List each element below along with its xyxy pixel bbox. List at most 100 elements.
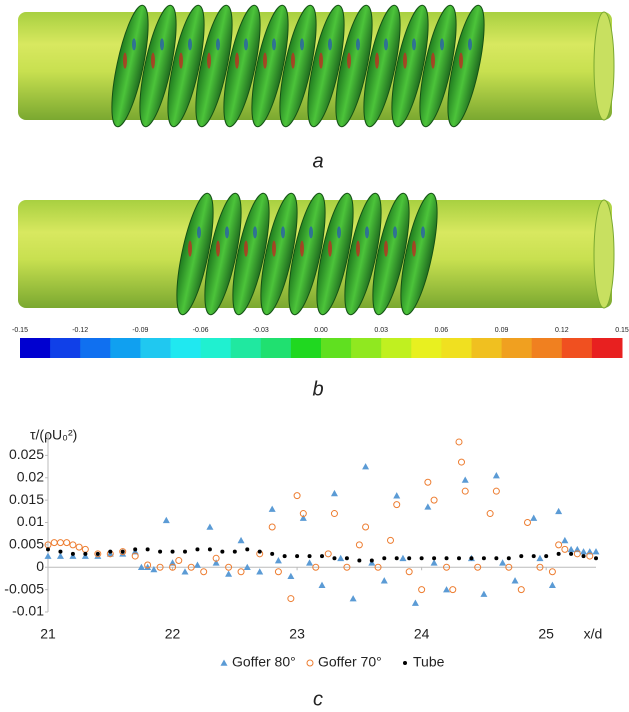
marker [330,510,338,518]
marker [245,547,250,552]
tube-rib [372,192,410,316]
rib-spot [300,240,304,257]
rib-spot [337,226,341,239]
legend-label: Goffer 80° [232,654,296,670]
tube-rib [251,4,289,128]
marker [320,554,324,559]
marker [411,599,419,606]
marker [95,551,100,556]
colorbar-tick-label: 0.12 [555,327,569,334]
tube-end [593,11,615,121]
rib-spot [272,38,276,51]
marker [531,554,536,559]
marker [312,563,320,571]
colorbar-swatch [441,338,472,358]
rib-spot [347,52,351,69]
rib-spot [384,240,388,257]
marker [232,549,237,554]
marker [206,523,214,530]
marker [50,539,58,547]
marker [212,559,220,566]
colorbar-tick-label: 0.09 [495,327,509,334]
marker [56,552,64,559]
rib-spot [179,52,183,69]
marker [332,556,337,561]
colorbar-swatch [561,338,593,358]
marker [573,550,581,558]
marker [257,549,262,554]
rib-spot [421,226,425,239]
marker [162,516,170,524]
colorbar-swatch [351,338,382,358]
marker [75,543,83,551]
marker [594,556,598,561]
marker [337,554,345,562]
x-tick-label: 24 [414,626,430,642]
marker [170,549,175,554]
marker [212,554,220,562]
y-axis-label: τ/(ρU₀²) [30,427,77,443]
marker [418,586,426,594]
x-tick-label: 22 [165,626,181,642]
marker [399,554,407,562]
marker [344,556,349,561]
tube-rib [344,192,382,316]
marker [225,570,233,577]
colorbar-tick-label: -0.06 [193,327,209,334]
tube-rib [316,192,354,316]
marker [548,581,556,588]
marker [443,586,451,593]
colorbar-swatch [290,338,322,358]
tube-rib [232,192,270,316]
marker [63,539,71,547]
marker [580,548,588,555]
colorbar-swatch [80,338,111,358]
tube-rib [363,4,401,128]
colorbar-swatch [411,338,442,358]
y-tick-label: 0.02 [17,468,44,484]
marker [225,563,233,571]
legend-marker [306,659,314,667]
marker [492,487,500,495]
tube-rib [139,4,177,128]
x-tick-label: 21 [40,626,56,642]
marker [293,492,301,500]
marker [499,559,507,566]
marker [287,595,295,603]
marker [393,492,401,499]
marker [405,568,413,576]
marker [145,547,150,552]
tube-rib [260,192,298,316]
marker [133,547,138,552]
marker [70,551,75,556]
marker [69,541,77,549]
tube-rib [111,4,149,128]
marker [480,590,488,597]
marker [175,557,183,565]
colorbar-swatch [50,338,81,358]
marker [455,438,463,446]
marker [131,552,139,560]
colorbar-tick-label: 0.00 [314,327,328,334]
tube-rib [400,192,438,316]
rib-spot [216,240,220,257]
marker [544,554,549,559]
marker [357,558,362,563]
marker [318,581,326,588]
marker [307,554,312,559]
marker [237,568,245,576]
marker [494,556,499,561]
marker [424,503,432,510]
marker [119,548,127,556]
marker [556,551,561,556]
marker [394,556,399,561]
rib-spot [300,38,304,51]
marker [374,563,382,571]
marker [58,549,63,554]
marker [83,551,88,556]
rib-spot [160,38,164,51]
marker [569,551,574,556]
tube-rib [167,4,205,128]
marker [369,558,374,563]
marker [474,563,482,571]
